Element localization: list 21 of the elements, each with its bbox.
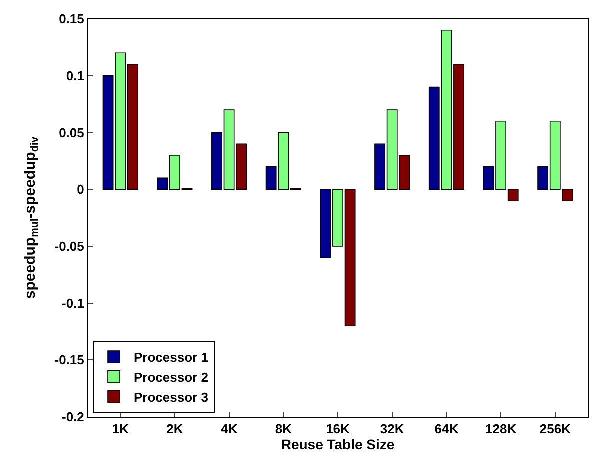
y-tick-label: -0.2 [62,410,84,425]
x-tick-label: 8K [275,422,293,437]
x-tick-label: 256K [540,422,572,437]
y-tick-label: -0.15 [54,352,84,368]
x-tick-label: 32K [380,422,405,437]
legend-label: Processor 1 [134,350,208,366]
x-tick-label: 16K [326,422,351,437]
y-tick-label: -0.1 [62,296,84,311]
y-tick-label: 0 [77,182,84,198]
y-tick-label: 0.05 [59,125,84,140]
x-axis-title: Reuse Table Size [281,436,395,453]
x-tick-label: 64K [434,422,460,437]
legend-label: Processor 2 [134,370,208,385]
x-tick-label: 4K [220,422,238,437]
x-tick-label: 128K [486,422,518,437]
legend-label: Processor 3 [134,390,208,405]
y-tick-label: 0.1 [66,68,84,84]
y-tick-label: -0.05 [54,238,84,254]
x-tick-label: 1K [112,422,130,437]
x-tick-label: 2K [166,422,184,437]
y-tick-label: 0.15 [59,12,84,27]
